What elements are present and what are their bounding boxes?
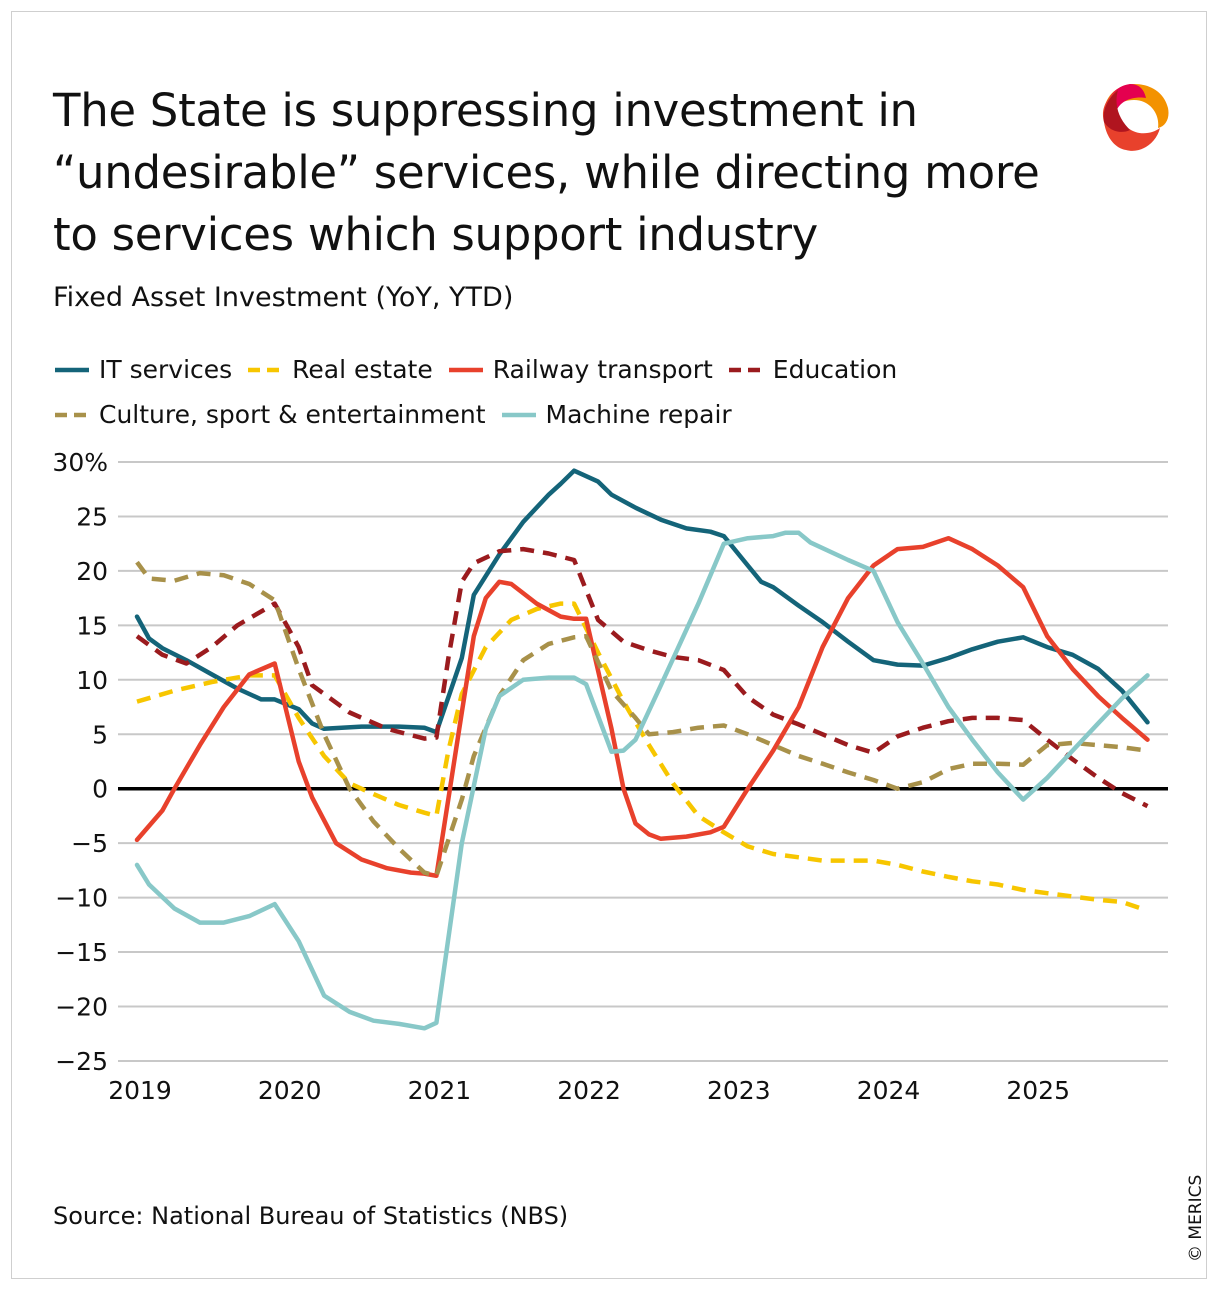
y-tick-label: 20 xyxy=(76,557,108,586)
y-tick-label: 25 xyxy=(76,502,108,531)
chart-legend: IT services Real estate Railway transport E… xyxy=(53,346,1183,436)
x-tick-label: 2022 xyxy=(557,1076,621,1105)
legend-label: Machine repair xyxy=(545,400,732,429)
legend-label: Culture, sport & entertainment xyxy=(99,400,486,429)
legend-item: Education xyxy=(727,349,897,391)
y-tick-label: −25 xyxy=(55,1047,108,1076)
y-tick-label: −10 xyxy=(55,884,108,913)
series-line-education xyxy=(135,546,1149,809)
y-tick-label: −5 xyxy=(71,829,108,858)
legend-item: Railway transport xyxy=(447,349,713,391)
legend-label: IT services xyxy=(99,355,233,384)
legend-swatch-icon xyxy=(248,367,283,373)
x-tick-label: 2025 xyxy=(1006,1076,1070,1105)
source-note: Source: National Bureau of Statistics (N… xyxy=(53,1202,569,1230)
x-tick-label: 2019 xyxy=(108,1076,172,1105)
y-tick-label: 15 xyxy=(76,611,108,640)
legend-item: Culture, sport & entertainment xyxy=(53,394,486,436)
series-line-railway-transport xyxy=(134,535,1150,879)
legend-label: Real estate xyxy=(292,355,433,384)
legend-swatch-icon xyxy=(448,367,483,373)
legend-label: Railway transport xyxy=(492,355,713,384)
legend-swatch-icon xyxy=(55,412,89,418)
copyright-note: © MERICS xyxy=(1186,1174,1206,1262)
y-tick-label: −15 xyxy=(55,938,108,967)
x-tick-label: 2021 xyxy=(408,1076,472,1105)
legend-swatch-icon xyxy=(501,412,536,418)
series-line-machine-repair xyxy=(134,530,1150,1031)
chart-frame xyxy=(11,11,1207,1279)
legend-item: Real estate xyxy=(246,349,433,391)
x-tick-label: 2020 xyxy=(258,1076,322,1105)
x-tick-label: 2023 xyxy=(707,1076,771,1105)
y-tick-label: 10 xyxy=(76,666,108,695)
legend-label: Education xyxy=(772,355,898,384)
legend-swatch-icon xyxy=(55,367,89,373)
x-tick-label: 2024 xyxy=(857,1076,921,1105)
legend-item: Machine repair xyxy=(500,394,732,436)
merics-logo-icon xyxy=(1102,84,1169,151)
y-tick-label: 5 xyxy=(92,720,108,749)
series-line-culture-sport-entertainment xyxy=(135,560,1148,879)
chart-title: The State is suppressing investment in “… xyxy=(53,84,1040,261)
legend-item: IT services xyxy=(53,349,232,391)
legend-swatch-icon xyxy=(728,367,763,373)
y-tick-label: 30% xyxy=(52,448,108,477)
y-tick-label: 0 xyxy=(92,775,108,804)
chart-subtitle: Fixed Asset Investment (YoY, YTD) xyxy=(53,282,514,313)
y-tick-label: −20 xyxy=(55,993,108,1022)
series-line-it-services xyxy=(134,468,1150,735)
